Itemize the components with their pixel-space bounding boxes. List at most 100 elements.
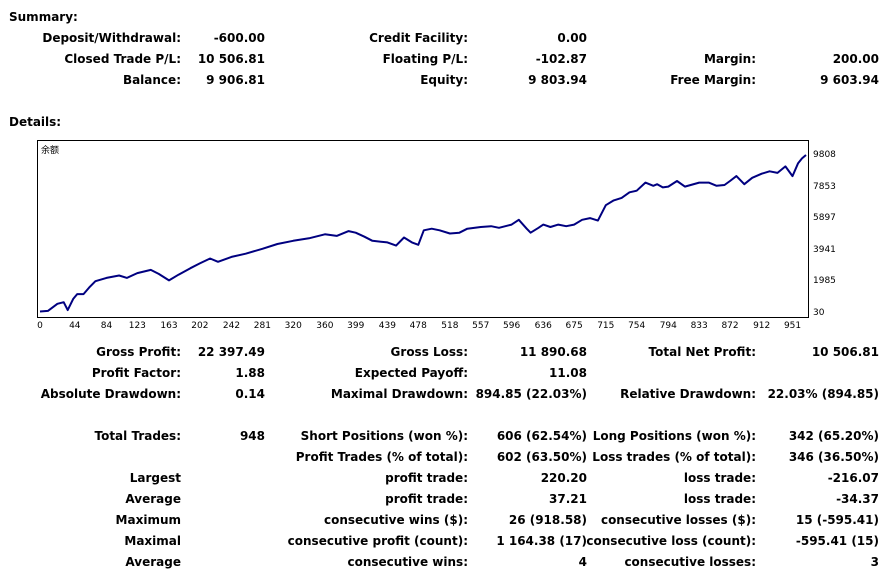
y-tick-label: 9808 bbox=[813, 150, 836, 160]
y-tick-label: 3941 bbox=[813, 244, 836, 255]
total-net-label: Total Net Profit: bbox=[648, 345, 756, 359]
equity-value: 9 803.94 bbox=[528, 73, 587, 87]
total-net-value: 10 506.81 bbox=[811, 345, 879, 359]
profit-factor-label: Profit Factor: bbox=[91, 366, 181, 380]
short-positions-value: 606 (62.54%) bbox=[496, 429, 587, 443]
avg-profit-value: 37.21 bbox=[549, 492, 587, 506]
avg-cons-losses-value: 3 bbox=[870, 555, 879, 569]
x-tick-label: 242 bbox=[222, 321, 241, 331]
largest-loss-value: -216.07 bbox=[827, 471, 879, 485]
long-positions-value: 342 (65.20%) bbox=[788, 429, 879, 443]
maximal-profit-value: 1 164.38 (17) bbox=[496, 534, 587, 548]
profit-trades-value: 602 (63.50%) bbox=[496, 450, 587, 464]
x-tick-label: 833 bbox=[690, 321, 708, 331]
abs-dd-value: 0.14 bbox=[235, 387, 265, 401]
avg-cons-wins-value: 4 bbox=[578, 555, 587, 569]
average-consecutive-label: Average bbox=[125, 555, 181, 569]
x-tick-label: 320 bbox=[284, 321, 302, 331]
balance-value: 9 906.81 bbox=[206, 73, 265, 87]
maximal-label: Maximal bbox=[124, 534, 181, 548]
maximum-label: Maximum bbox=[115, 513, 181, 527]
closed-pl-value: 10 506.81 bbox=[197, 52, 265, 66]
balance-label: Balance: bbox=[122, 73, 181, 87]
x-tick-label: 84 bbox=[100, 321, 113, 331]
x-tick-label: 44 bbox=[69, 321, 81, 331]
total-trades-label: Total Trades: bbox=[94, 429, 181, 443]
x-tick-label: 478 bbox=[409, 321, 427, 331]
balance-series-line bbox=[39, 154, 807, 313]
largest-profit-value: 220.20 bbox=[540, 471, 587, 485]
profit-trades-label: Profit Trades (% of total): bbox=[295, 450, 468, 464]
gross-profit-value: 22 397.49 bbox=[197, 345, 265, 359]
maximal-profit-label: consecutive profit (count): bbox=[287, 534, 468, 548]
expected-payoff-label: Expected Payoff: bbox=[354, 366, 468, 380]
x-tick-label: 518 bbox=[441, 321, 459, 331]
x-tick-label: 636 bbox=[534, 321, 552, 331]
largest-label: Largest bbox=[129, 471, 181, 485]
x-tick-label: 202 bbox=[191, 321, 209, 331]
x-tick-label: 715 bbox=[597, 321, 615, 331]
max-cons-losses-label: consecutive losses ($): bbox=[600, 513, 756, 527]
floating-pl-label: Floating P/L: bbox=[382, 52, 468, 66]
x-tick-label: 281 bbox=[253, 321, 271, 331]
gross-loss-value: 11 890.68 bbox=[519, 345, 587, 359]
max-dd-label: Maximal Drawdown: bbox=[330, 387, 468, 401]
balance-chart bbox=[37, 140, 809, 318]
margin-value: 200.00 bbox=[832, 52, 879, 66]
average-label: Average bbox=[125, 492, 181, 506]
x-tick-label: 360 bbox=[316, 321, 334, 331]
profit-factor-value: 1.88 bbox=[235, 366, 265, 380]
x-tick-label: 951 bbox=[783, 321, 802, 331]
max-cons-wins-label: consecutive wins ($): bbox=[323, 513, 468, 527]
balance-chart-plot bbox=[39, 154, 807, 313]
credit-label: Credit Facility: bbox=[369, 31, 468, 45]
y-tick-label: 1985 bbox=[813, 276, 836, 287]
x-tick-label: 163 bbox=[160, 321, 178, 331]
largest-loss-label: loss trade: bbox=[683, 471, 756, 485]
max-cons-wins-value: 26 (918.58) bbox=[508, 513, 587, 527]
total-trades-value: 948 bbox=[239, 429, 265, 443]
avg-cons-losses-label: consecutive losses: bbox=[624, 555, 756, 569]
closed-pl-label: Closed Trade P/L: bbox=[64, 52, 181, 66]
x-tick-label: 754 bbox=[628, 321, 646, 331]
free-margin-label: Free Margin: bbox=[670, 73, 756, 87]
gross-profit-label: Gross Profit: bbox=[96, 345, 181, 359]
free-margin-value: 9 603.94 bbox=[820, 73, 879, 87]
details-title: Details: bbox=[9, 115, 62, 129]
summary-title: Summary: bbox=[9, 10, 78, 24]
rel-dd-value: 22.03% (894.85) bbox=[767, 387, 879, 401]
x-tick-label: 912 bbox=[753, 321, 771, 331]
loss-trades-label: Loss trades (% of total): bbox=[592, 450, 756, 464]
avg-loss-value: -34.37 bbox=[836, 492, 879, 506]
rel-dd-label: Relative Drawdown: bbox=[620, 387, 756, 401]
loss-trades-value: 346 (36.50%) bbox=[788, 450, 879, 464]
avg-loss-label: loss trade: bbox=[683, 492, 756, 506]
largest-profit-label: profit trade: bbox=[385, 471, 468, 485]
x-tick-label: 675 bbox=[565, 321, 583, 331]
x-tick-label: 596 bbox=[503, 321, 521, 331]
deposit-value: -600.00 bbox=[213, 31, 265, 45]
x-tick-label: 557 bbox=[472, 321, 490, 331]
avg-profit-label: profit trade: bbox=[385, 492, 468, 506]
avg-cons-wins-label: consecutive wins: bbox=[347, 555, 468, 569]
floating-pl-value: -102.87 bbox=[535, 52, 587, 66]
deposit-label: Deposit/Withdrawal: bbox=[42, 31, 181, 45]
margin-label: Margin: bbox=[703, 52, 756, 66]
maximal-loss-value: -595.41 (15) bbox=[795, 534, 879, 548]
max-dd-value: 894.85 (22.03%) bbox=[475, 387, 587, 401]
credit-value: 0.00 bbox=[557, 31, 587, 45]
short-positions-label: Short Positions (won %): bbox=[300, 429, 468, 443]
x-tick-label: 439 bbox=[378, 321, 396, 331]
maximal-loss-label: consecutive loss (count): bbox=[586, 534, 756, 548]
x-tick-label: 794 bbox=[659, 321, 677, 331]
long-positions-label: Long Positions (won %): bbox=[592, 429, 756, 443]
y-tick-label: 30 bbox=[813, 308, 825, 318]
x-tick-label: 872 bbox=[721, 321, 739, 331]
expected-payoff-value: 11.08 bbox=[549, 366, 587, 380]
gross-loss-label: Gross Loss: bbox=[390, 345, 468, 359]
chart-title: 余额 bbox=[41, 146, 60, 156]
x-tick-label: 123 bbox=[128, 321, 146, 331]
y-tick-label: 5897 bbox=[813, 213, 836, 224]
abs-dd-label: Absolute Drawdown: bbox=[40, 387, 181, 401]
x-tick-label: 0 bbox=[37, 321, 43, 331]
